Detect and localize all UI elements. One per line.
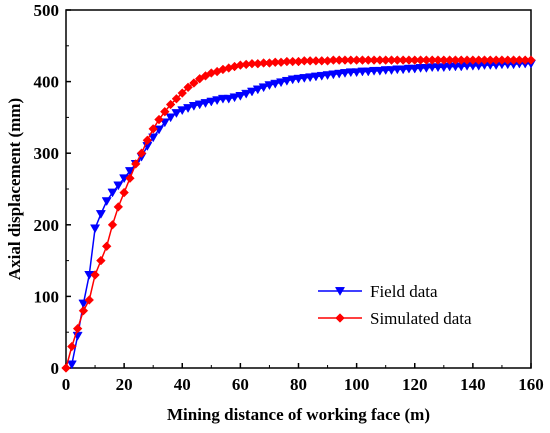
data-point-field-data [386, 66, 397, 76]
data-point-simulated-data [148, 124, 158, 134]
data-point-simulated-data [130, 159, 141, 169]
data-point-simulated-data [125, 173, 135, 184]
data-point-field-data [78, 299, 89, 309]
data-point-simulated-data [160, 106, 170, 117]
legend-item-field-data: Field data [318, 282, 438, 301]
data-point-simulated-data [136, 148, 147, 158]
data-point-field-data [270, 79, 281, 89]
data-point-simulated-data [67, 341, 77, 352]
data-point-field-data [66, 360, 77, 370]
data-point-field-data [188, 102, 199, 111]
x-tick-label: 100 [344, 375, 370, 394]
data-point-field-data [281, 76, 292, 86]
data-point-field-data [194, 100, 205, 110]
data-point-field-data [299, 74, 310, 83]
data-point-field-data [90, 224, 101, 234]
data-point-field-data [276, 78, 287, 88]
data-point-field-data [264, 81, 275, 91]
data-point-field-data [339, 69, 351, 78]
data-point-simulated-data [189, 78, 199, 88]
data-point-field-data [235, 91, 246, 101]
series-group [61, 55, 537, 373]
data-point-simulated-data [177, 88, 188, 98]
data-point-field-data [171, 109, 182, 118]
legend-marker-field-data [334, 287, 346, 296]
data-point-field-data [177, 106, 188, 116]
data-point-simulated-data [78, 305, 89, 316]
data-point-field-data [246, 87, 258, 97]
data-point-field-data [322, 71, 333, 81]
x-axis-label: Mining distance of working face (m) [167, 405, 430, 424]
data-point-simulated-data [61, 363, 71, 373]
y-tick-label: 500 [34, 1, 60, 20]
data-point-simulated-data [142, 135, 153, 146]
data-point-field-data [293, 74, 304, 84]
data-point-field-data [258, 83, 269, 93]
data-point-field-data [200, 99, 211, 108]
data-point-field-data [165, 113, 176, 123]
data-point-field-data [107, 188, 118, 198]
data-point-field-data [223, 94, 234, 104]
data-point-field-data [398, 65, 409, 75]
x-tick-label: 0 [62, 375, 71, 394]
x-tick-label: 120 [402, 375, 428, 394]
data-point-field-data [229, 93, 240, 103]
data-point-field-data [316, 71, 327, 81]
data-point-field-data [363, 67, 374, 77]
y-axis-label: Axial displacement (mm) [5, 98, 24, 280]
legend-label-simulated-data: Simulated data [370, 309, 472, 328]
axis-ticks: 0 20 40 60 80 100 120 140 160 0 100 200 300 400 500 [34, 1, 544, 394]
data-point-simulated-data [72, 323, 83, 334]
data-point-field-data [206, 97, 217, 107]
series-simulated-data [61, 55, 536, 373]
y-tick-label: 0 [51, 359, 60, 378]
data-point-field-data [212, 96, 223, 106]
data-point-field-data [351, 68, 362, 78]
data-point-simulated-data [183, 82, 193, 93]
data-point-field-data [328, 70, 339, 80]
data-point-simulated-data [154, 114, 164, 125]
data-point-simulated-data [171, 94, 182, 104]
x-tick-label: 140 [460, 375, 486, 394]
data-point-simulated-data [101, 241, 112, 252]
y-tick-label: 100 [34, 287, 60, 306]
data-point-field-data [305, 73, 316, 83]
data-point-field-data [113, 181, 124, 191]
data-point-simulated-data [96, 255, 106, 266]
data-point-field-data [241, 89, 252, 99]
data-point-simulated-data [526, 55, 536, 65]
legend-item-simulated-data: Simulated data [318, 309, 472, 328]
data-point-field-data [95, 210, 106, 219]
legend: Field data Simulated data [318, 282, 472, 328]
y-tick-label: 400 [34, 73, 60, 92]
x-tick-label: 160 [518, 375, 544, 394]
x-tick-label: 40 [174, 375, 191, 394]
data-point-simulated-data [84, 295, 95, 305]
data-point-field-data [310, 72, 321, 82]
data-point-simulated-data [113, 202, 124, 212]
x-tick-label: 20 [116, 375, 133, 394]
x-tick-label: 60 [232, 375, 249, 394]
data-point-simulated-data [90, 270, 100, 280]
y-tick-label: 200 [34, 216, 60, 235]
data-point-field-data [409, 64, 420, 74]
legend-marker-simulated-data [335, 313, 345, 323]
data-point-simulated-data [165, 99, 176, 110]
data-point-simulated-data [107, 220, 118, 230]
legend-label-field-data: Field data [370, 282, 438, 301]
data-point-field-data [101, 197, 112, 207]
data-point-simulated-data [119, 187, 129, 198]
y-tick-label: 300 [34, 144, 60, 163]
data-point-field-data [287, 75, 298, 85]
x-tick-label: 80 [290, 375, 307, 394]
data-point-field-data [252, 85, 263, 95]
data-point-field-data [374, 66, 385, 76]
data-point-field-data [334, 69, 345, 79]
data-point-field-data [148, 133, 159, 143]
data-point-field-data [183, 104, 194, 113]
